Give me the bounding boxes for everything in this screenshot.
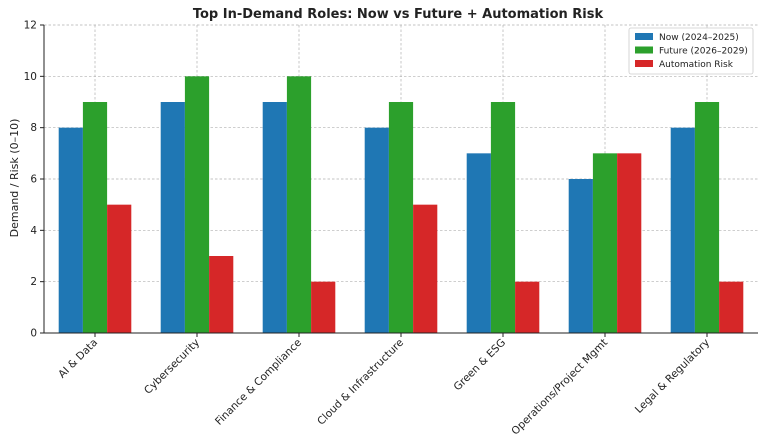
legend-label: Future (2026–2029) xyxy=(659,47,748,57)
bar xyxy=(719,281,744,333)
x-ticks: AI & Data Cybersecurity Finance & Complian… xyxy=(56,333,712,437)
legend-label: Automation Risk xyxy=(659,60,734,70)
x-tick-label: Cybersecurity xyxy=(142,337,202,397)
bar xyxy=(490,102,516,333)
bar xyxy=(364,127,389,334)
bar xyxy=(568,179,593,333)
y-axis-label: Demand / Risk (0–10) xyxy=(8,119,21,238)
x-tick-label: Finance & Compliance xyxy=(213,337,304,428)
bar xyxy=(466,153,491,333)
bar xyxy=(617,153,642,333)
bar xyxy=(694,102,720,333)
bar xyxy=(82,102,108,333)
bar xyxy=(311,281,336,333)
legend-swatch xyxy=(635,60,653,67)
y-tick-label: 2 xyxy=(30,276,37,288)
x-tick-label: Cloud & Infrastructure xyxy=(315,337,406,428)
bar xyxy=(413,204,438,333)
x-tick-label: AI & Data xyxy=(56,337,100,381)
legend-box xyxy=(628,27,754,75)
bar xyxy=(515,281,540,333)
bar xyxy=(262,102,287,333)
x-tick-label: Operations/Project Mgmt xyxy=(509,337,610,438)
y-ticks: 0 2 4 6 8 10 12 xyxy=(24,20,44,340)
legend-swatch xyxy=(635,33,653,40)
bars xyxy=(58,76,744,334)
bar xyxy=(209,256,234,333)
legend-swatch xyxy=(635,46,653,54)
bar xyxy=(58,127,83,334)
y-tick-label: 0 xyxy=(30,328,37,340)
y-tick-label: 12 xyxy=(24,20,37,32)
y-tick-label: 10 xyxy=(24,71,37,83)
x-tick-label: Green & ESG xyxy=(451,337,508,394)
bar xyxy=(107,204,132,333)
bar xyxy=(184,76,210,333)
bar xyxy=(286,76,312,333)
y-tick-label: 6 xyxy=(30,174,37,186)
bar xyxy=(592,153,618,333)
legend-label: Now (2024–2025) xyxy=(659,33,739,43)
bar xyxy=(388,102,414,333)
bar xyxy=(160,102,185,333)
chart-title: Top In-Demand Roles: Now vs Future + Aut… xyxy=(193,7,604,22)
y-tick-label: 4 xyxy=(30,225,37,237)
legend: Now (2024–2025) Future (2026–2029) Automat… xyxy=(628,27,754,75)
x-tick-label: Legal & Regulatory xyxy=(633,337,712,416)
bar xyxy=(670,127,695,334)
y-tick-label: 8 xyxy=(30,122,37,134)
